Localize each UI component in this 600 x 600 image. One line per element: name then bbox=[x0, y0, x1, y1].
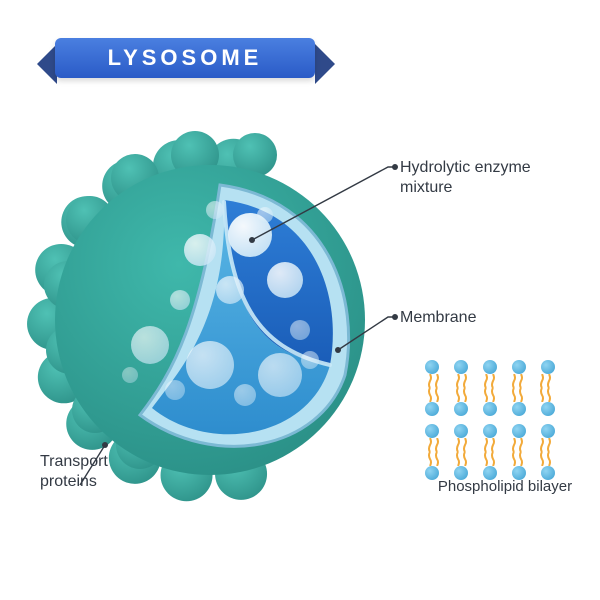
label-bilayer-text: Phospholipid bilayer bbox=[438, 478, 572, 495]
label-enzyme-text: Hydrolytic enzyme mixture bbox=[400, 159, 531, 196]
label-membrane: Membrane bbox=[400, 308, 560, 328]
banner-bar: LYSOSOME bbox=[55, 38, 315, 78]
phospholipid-bilayer-graphic bbox=[420, 360, 560, 480]
diagram: Hydrolytic enzyme mixture Membrane Trans… bbox=[0, 100, 600, 530]
banner-fold-left bbox=[37, 44, 57, 84]
label-transport-text: Transport proteins bbox=[40, 453, 108, 490]
label-enzyme: Hydrolytic enzyme mixture bbox=[400, 158, 560, 197]
banner-fold-right bbox=[315, 44, 335, 84]
label-membrane-text: Membrane bbox=[400, 309, 476, 326]
page-title: LYSOSOME bbox=[108, 45, 263, 71]
label-transport: Transport proteins bbox=[40, 452, 160, 491]
title-banner: LYSOSOME bbox=[55, 30, 335, 82]
label-bilayer: Phospholipid bilayer bbox=[425, 478, 585, 496]
